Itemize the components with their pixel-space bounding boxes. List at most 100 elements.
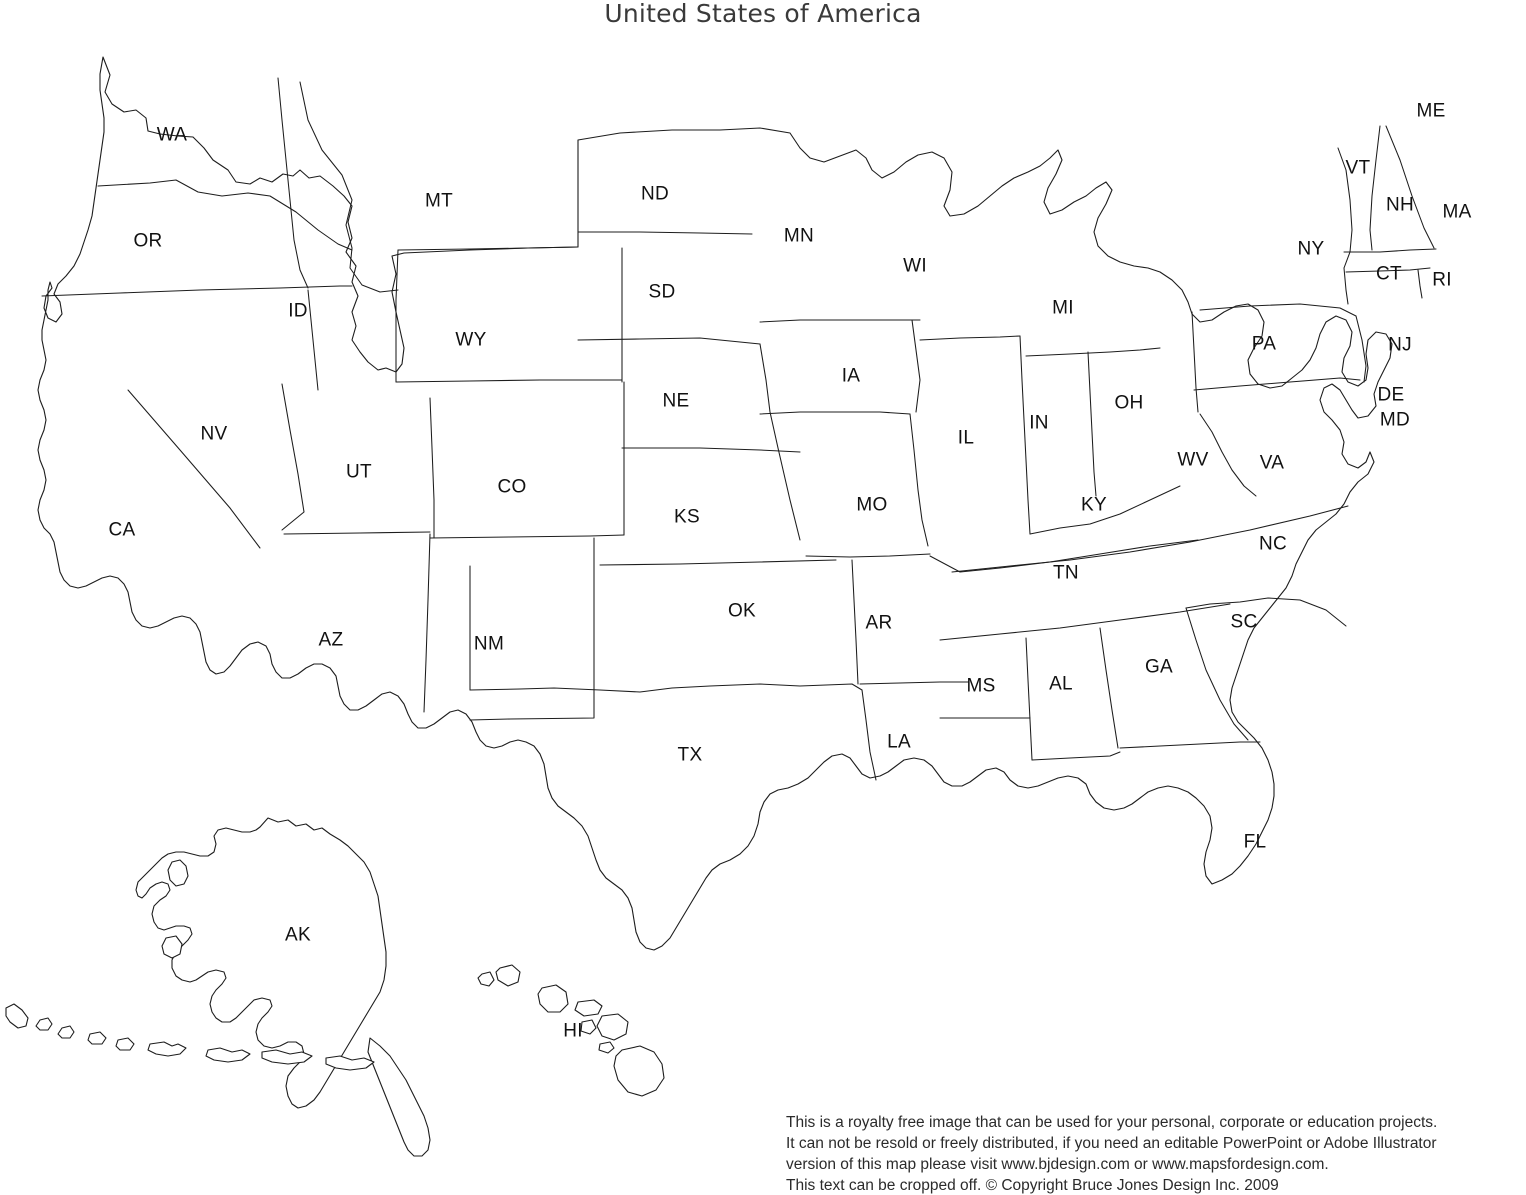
border-nh-me	[1385, 125, 1435, 249]
state-label-mt: MT	[424, 190, 454, 212]
alaska-island-1	[168, 860, 188, 886]
border-il-in	[1019, 335, 1031, 535]
state-label-la: LA	[887, 731, 911, 753]
border-ma-ct-ri	[1345, 267, 1431, 273]
border-tn-south	[939, 603, 1231, 641]
state-label-nc: NC	[1258, 533, 1288, 555]
state-label-tn: TN	[1053, 562, 1079, 584]
state-label-ct: CT	[1376, 263, 1402, 285]
state-label-ny: NY	[1297, 238, 1325, 260]
state-label-ut: UT	[346, 461, 372, 483]
state-label-nd: ND	[640, 183, 670, 205]
border-id-mt	[299, 81, 399, 293]
border-ma-north	[1343, 248, 1437, 253]
border-ga-sc-river	[1185, 607, 1249, 741]
state-label-nh: NH	[1385, 194, 1415, 216]
border-ny-pa	[1199, 303, 1357, 317]
credit-line-2: It can not be resold or freely distribut…	[786, 1135, 1437, 1152]
state-label-md: MD	[1379, 409, 1411, 431]
alaska-island-2	[162, 936, 182, 958]
border-wi-il	[919, 335, 1021, 341]
hawaii-molokai	[575, 1000, 602, 1016]
state-label-sd: SD	[648, 281, 676, 303]
border-or-ca-nv	[41, 285, 353, 297]
border-mi-in-oh	[1025, 347, 1161, 357]
state-label-ak: AK	[285, 924, 311, 946]
border-nm-tx	[469, 537, 595, 721]
state-label-ne: NE	[662, 390, 690, 412]
border-id-nv-ut	[307, 289, 319, 391]
hawaii-kahoolawe	[599, 1042, 614, 1053]
state-label-mo: MO	[856, 494, 888, 516]
border-ok-tx	[469, 683, 863, 693]
state-label-ca: CA	[108, 519, 136, 541]
state-label-wv: WV	[1177, 449, 1209, 471]
page-title: United States of America	[604, 0, 922, 28]
border-al-fl-panhandle	[1031, 751, 1121, 761]
border-ar-mo	[805, 553, 931, 558]
state-label-ms: MS	[966, 675, 996, 697]
border-in-oh	[1087, 351, 1097, 497]
state-label-tx: TX	[677, 744, 703, 766]
state-label-vt: VT	[1345, 157, 1371, 179]
border-sd-ne	[577, 337, 761, 345]
border-ct-ri	[1417, 269, 1423, 299]
border-pa-md-wv	[1193, 377, 1361, 391]
state-label-de: DE	[1377, 384, 1405, 406]
state-label-ar: AR	[865, 612, 893, 634]
border-oh-ky	[1029, 485, 1181, 535]
state-label-me: ME	[1416, 100, 1446, 122]
border-ia-il	[911, 319, 921, 413]
state-label-va: VA	[1259, 452, 1285, 474]
border-ar-la	[859, 681, 969, 685]
hawaii-oahu	[538, 985, 568, 1012]
border-tx-la-east	[861, 689, 877, 781]
border-al-ga	[1099, 627, 1119, 749]
border-ky-tn	[929, 539, 1199, 573]
state-label-az: AZ	[318, 629, 344, 651]
border-mt-wy	[397, 246, 579, 251]
border-mo-il	[909, 413, 929, 547]
credit-line-1: This is a royalty free image that can be…	[786, 1114, 1438, 1131]
border-ca-nv-diagonal	[127, 389, 261, 549]
hawaii-maui	[597, 1014, 628, 1040]
state-label-nv: NV	[200, 423, 228, 445]
state-label-wy: WY	[455, 329, 487, 351]
state-label-ga: GA	[1144, 656, 1174, 678]
state-label-in: IN	[1029, 412, 1049, 434]
state-label-oh: OH	[1114, 392, 1144, 414]
credit-text-block: This is a royalty free image that can be…	[786, 1112, 1437, 1195]
state-label-ma: MA	[1442, 201, 1472, 223]
conus-outline	[38, 57, 1392, 950]
state-borders-group	[41, 77, 1437, 781]
border-nd-sd	[577, 231, 753, 235]
border-pa-nj	[1355, 315, 1367, 383]
state-label-co: CO	[497, 476, 527, 498]
border-ne-ks	[621, 447, 801, 453]
border-oh-pa-wv	[1191, 311, 1199, 413]
border-ut-co	[429, 397, 435, 539]
border-wy-co	[395, 379, 623, 383]
border-ok-ar	[851, 559, 859, 685]
border-ms-al	[1025, 637, 1033, 761]
state-label-nj: NJ	[1388, 334, 1412, 356]
border-az-nm	[423, 533, 431, 713]
alaska-panhandle	[368, 1038, 430, 1156]
contiguous-states-group	[38, 57, 1392, 950]
border-wa-id	[277, 77, 309, 289]
state-label-sc: SC	[1230, 611, 1258, 633]
border-va-nc	[951, 505, 1349, 573]
state-label-ri: RI	[1432, 269, 1452, 291]
border-wv-va	[1199, 413, 1257, 497]
border-ny-vt	[1337, 147, 1353, 269]
hawaii-group	[478, 965, 664, 1096]
border-wa-or	[97, 179, 353, 251]
alaska-mainland	[136, 818, 386, 1108]
state-label-al: AL	[1049, 673, 1073, 695]
hawaii-lanai	[581, 1020, 596, 1034]
border-nv-ut	[281, 383, 305, 531]
border-ga-fl	[1119, 741, 1261, 749]
